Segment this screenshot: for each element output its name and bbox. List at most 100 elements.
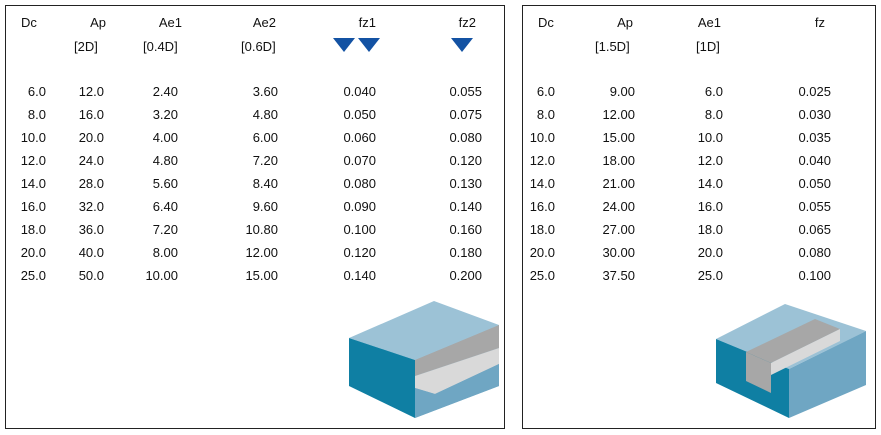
table-cell: 12.0	[20, 153, 46, 168]
table-cell: 0.090	[343, 199, 376, 214]
column-subheader: [0.4D]	[143, 39, 178, 54]
table-cell: 12.00	[245, 245, 278, 260]
table-cell: 0.050	[798, 176, 831, 191]
table-cell: 20.0	[20, 245, 46, 260]
table-cell: 18.0	[529, 222, 555, 237]
column-header: fz	[814, 15, 825, 30]
table-cell: 0.055	[798, 199, 831, 214]
table-cell: 7.20	[152, 222, 178, 237]
table-cell: 6.40	[152, 199, 178, 214]
table-cell: 28.0	[78, 176, 104, 191]
right-cutting-table: Dc Ap Ae1 fz [1.5D] [1D] 6.0 9.00 6.0 0.025 8.0 12.…	[522, 5, 876, 429]
column-header: Ap	[90, 15, 106, 30]
table-cell: 3.20	[152, 107, 178, 122]
table-cell: 10.80	[245, 222, 278, 237]
table-cell: 14.0	[697, 176, 723, 191]
table-cell: 0.200	[449, 268, 482, 283]
table-cell: 0.070	[343, 153, 376, 168]
slot-milling-block-icon	[716, 304, 866, 418]
triangle-down-icon	[358, 38, 380, 52]
table-cell: 9.60	[252, 199, 278, 214]
table-cell: 24.0	[78, 153, 104, 168]
table-cell: 8.0	[536, 107, 555, 122]
table-cell: 14.0	[20, 176, 46, 191]
table-cell: 15.00	[602, 130, 635, 145]
table-cell: 8.0	[704, 107, 723, 122]
table-cell: 6.0	[536, 84, 555, 99]
column-subheader: [2D]	[74, 39, 98, 54]
step-milling-block-icon	[349, 301, 499, 418]
table-cell: 0.120	[449, 153, 482, 168]
table-cell: 37.50	[602, 268, 635, 283]
table-cell: 6.0	[27, 84, 46, 99]
column-header: Ae1	[158, 15, 182, 30]
table-cell: 0.140	[343, 268, 376, 283]
table-cell: 20.0	[529, 245, 555, 260]
table-cell: 50.0	[78, 268, 104, 283]
table-cell: 4.80	[252, 107, 278, 122]
table-cell: 0.160	[449, 222, 482, 237]
column-header: fz2	[458, 15, 476, 30]
column-header: Ap	[617, 15, 633, 30]
table-cell: 10.0	[20, 130, 46, 145]
triangle-down-icon	[333, 38, 355, 52]
column-header: Ae1	[697, 15, 721, 30]
table-cell: 10.0	[697, 130, 723, 145]
column-subheader: [1.5D]	[595, 39, 630, 54]
table-cell: 4.80	[152, 153, 178, 168]
table-cell: 18.00	[602, 153, 635, 168]
table-cell: 6.0	[704, 84, 723, 99]
table-cell: 0.040	[343, 84, 376, 99]
table-cell: 18.0	[697, 222, 723, 237]
table-cell: 0.065	[798, 222, 831, 237]
table-cell: 0.075	[449, 107, 482, 122]
table-cell: 8.00	[152, 245, 178, 260]
left-cutting-table: Dc Ap Ae1 Ae2 fz1 fz2 [2D] [0.4D] [0.6D] 6.0 12.0 2…	[5, 5, 505, 429]
table-cell: 40.0	[78, 245, 104, 260]
table-cell: 0.100	[343, 222, 376, 237]
column-header: Dc	[538, 15, 554, 30]
table-cell: 10.00	[145, 268, 178, 283]
table-cell: 4.00	[152, 130, 178, 145]
table-cell: 12.0	[697, 153, 723, 168]
table-cell: 0.060	[343, 130, 376, 145]
table-cell: 8.0	[27, 107, 46, 122]
column-header: fz1	[358, 15, 376, 30]
table-cell: 16.0	[20, 199, 46, 214]
table-cell: 25.0	[697, 268, 723, 283]
table-cell: 12.0	[78, 84, 104, 99]
table-cell: 6.00	[252, 130, 278, 145]
table-cell: 25.0	[529, 268, 555, 283]
table-cell: 0.080	[343, 176, 376, 191]
table-cell: 9.00	[609, 84, 635, 99]
table-cell: 2.40	[152, 84, 178, 99]
table-cell: 20.0	[78, 130, 104, 145]
table-cell: 8.40	[252, 176, 278, 191]
table-cell: 25.0	[20, 268, 46, 283]
table-cell: 0.080	[449, 130, 482, 145]
table-cell: 0.130	[449, 176, 482, 191]
table-cell: 16.0	[78, 107, 104, 122]
table-cell: 16.0	[529, 199, 555, 214]
table-cell: 12.00	[602, 107, 635, 122]
table-cell: 0.030	[798, 107, 831, 122]
table-cell: 0.120	[343, 245, 376, 260]
table-cell: 7.20	[252, 153, 278, 168]
table-cell: 3.60	[252, 84, 278, 99]
table-cell: 20.0	[697, 245, 723, 260]
table-cell: 0.050	[343, 107, 376, 122]
table-cell: 5.60	[152, 176, 178, 191]
table-cell: 30.00	[602, 245, 635, 260]
table-cell: 0.025	[798, 84, 831, 99]
column-subheader: [1D]	[696, 39, 720, 54]
table-cell: 0.180	[449, 245, 482, 260]
column-subheader: [0.6D]	[241, 39, 276, 54]
table-cell: 32.0	[78, 199, 104, 214]
table-cell: 27.00	[602, 222, 635, 237]
table-cell: 0.100	[798, 268, 831, 283]
column-header: Dc	[21, 15, 37, 30]
table-cell: 12.0	[529, 153, 555, 168]
table-cell: 24.00	[602, 199, 635, 214]
table-cell: 0.055	[449, 84, 482, 99]
table-cell: 18.0	[20, 222, 46, 237]
